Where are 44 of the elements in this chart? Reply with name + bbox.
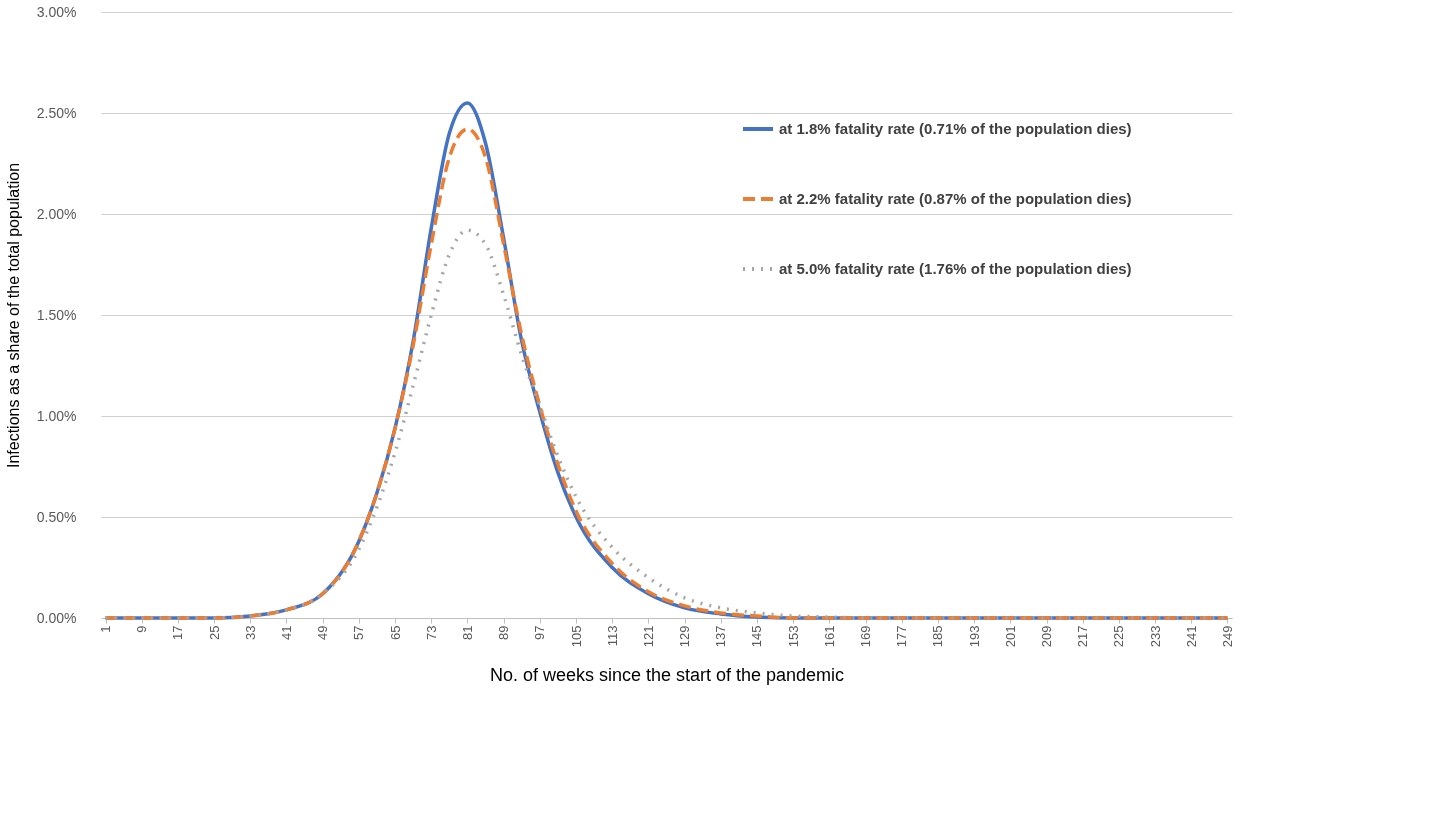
y-tick-label: 1.00% (36, 407, 77, 424)
y-tick-label: 2.00% (36, 205, 77, 222)
x-tick-label: 137 (713, 625, 729, 648)
legend-label: at 1.8% fatality rate (0.71% of the population dies) (779, 120, 1132, 137)
x-tick-label: 65 (387, 625, 403, 640)
y-tick-label: 0.50% (36, 508, 77, 525)
x-tick-label: 129 (677, 625, 693, 648)
x-tick-label: 153 (785, 625, 801, 648)
x-tick-label: 17 (170, 625, 186, 640)
x-tick-label: 1 (98, 625, 114, 633)
x-tick-label: 225 (1111, 625, 1127, 648)
x-tick-label: 177 (894, 625, 910, 648)
x-tick-label: 81 (459, 625, 475, 640)
legend-label: at 5.0% fatality rate (1.76% of the population dies) (779, 260, 1132, 277)
x-tick-label: 169 (858, 625, 874, 648)
x-tick-label: 249 (1219, 625, 1235, 648)
x-tick-label: 121 (640, 625, 656, 648)
x-tick-label: 185 (930, 625, 946, 648)
y-tick-label: 1.50% (36, 306, 77, 323)
x-tick-label: 25 (206, 625, 222, 640)
x-tick-label: 145 (749, 625, 765, 648)
x-tick-label: 241 (1183, 625, 1199, 648)
x-tick-label: 33 (242, 625, 258, 640)
y-axis-title: Infections as a share of the total population (4, 162, 22, 469)
x-tick-label: 97 (532, 625, 548, 640)
y-tick-label: 3.00% (36, 3, 77, 20)
x-tick-label: 201 (1002, 625, 1018, 648)
x-axis-title: No. of weeks since the start of the pandemic (489, 665, 845, 686)
x-tick-label: 217 (1075, 625, 1091, 648)
x-tick-label: 233 (1147, 625, 1163, 648)
x-tick-label: 57 (351, 625, 367, 640)
y-tick-label: 2.50% (36, 104, 77, 121)
y-tick-label: 0.00% (36, 609, 77, 626)
x-tick-label: 105 (568, 625, 584, 648)
x-tick-label: 49 (315, 625, 331, 640)
x-tick-label: 193 (966, 625, 982, 648)
legend-label: at 2.2% fatality rate (0.87% of the population dies) (779, 190, 1132, 207)
x-tick-label: 9 (134, 625, 150, 633)
x-tick-label: 41 (278, 625, 294, 640)
x-tick-label: 73 (423, 625, 439, 640)
x-tick-label: 161 (821, 625, 837, 648)
x-tick-label: 113 (604, 625, 620, 647)
x-tick-label: 209 (1039, 625, 1055, 648)
x-tick-label: 89 (496, 625, 512, 640)
